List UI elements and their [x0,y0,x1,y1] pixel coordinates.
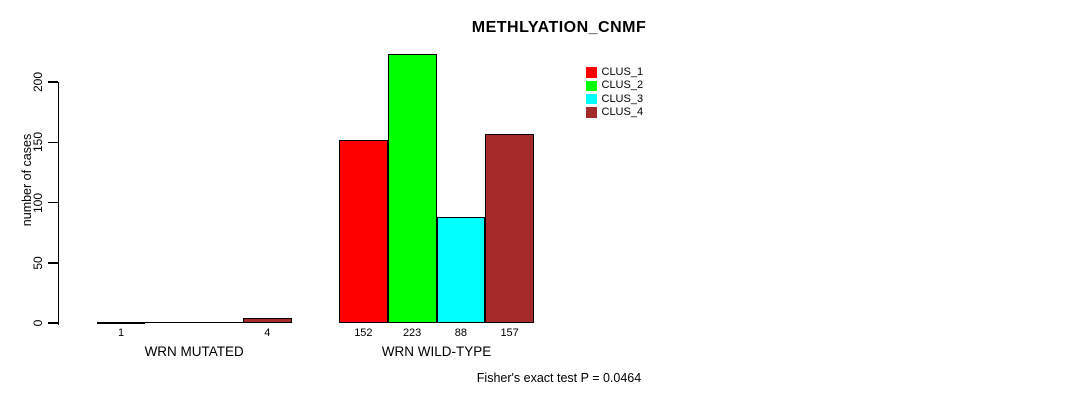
y-tick-label: 200 [31,71,45,93]
legend-label: CLUS_4 [601,105,644,118]
bar [242,318,292,323]
y-tick [47,322,58,324]
chart-title: METHLYATION_CNMF [471,19,647,36]
legend-swatch [586,67,597,78]
bar [485,133,534,323]
bar-value-label: 4 [264,327,271,339]
legend-label: CLUS_3 [601,92,644,105]
legend-label: CLUS_1 [601,66,644,78]
group-label: WRN WILD-TYPE [381,344,492,359]
y-tick [47,262,58,264]
y-tick-label: 0 [31,319,45,327]
group-label: WRN MUTATED [144,344,244,359]
legend-row: CLUS_4 [586,106,643,119]
y-tick-label: 100 [31,192,45,213]
y-tick-label: 50 [31,256,45,270]
legend-row: CLUS_1 [586,66,643,79]
legend: CLUS_1 CLUS_2 CLUS_3 CLUS_4 [586,66,643,119]
legend-label: CLUS_2 [601,79,644,92]
bar-value-label: 1 [118,327,125,339]
fisher-test-annotation: Fisher's exact test P = 0.0464 [476,371,642,385]
y-tick [47,201,58,204]
legend-row: CLUS_3 [586,93,643,106]
bar-value-label: 152 [354,327,373,339]
legend-row: CLUS_2 [586,79,643,92]
y-tick [47,141,58,143]
y-tick-label: 150 [31,132,45,153]
bar [96,321,146,324]
bar-value-label: 157 [500,327,519,339]
bar [339,139,388,323]
legend-swatch [586,107,597,118]
y-axis-line [57,82,59,325]
legend-swatch [586,93,597,105]
y-tick [47,81,58,83]
bar-value-label: 88 [454,327,467,339]
bar [194,322,243,324]
bar-value-label: 223 [402,327,422,339]
bar [436,216,486,323]
bar [145,322,195,324]
bar [387,54,437,323]
legend-swatch [586,80,597,92]
